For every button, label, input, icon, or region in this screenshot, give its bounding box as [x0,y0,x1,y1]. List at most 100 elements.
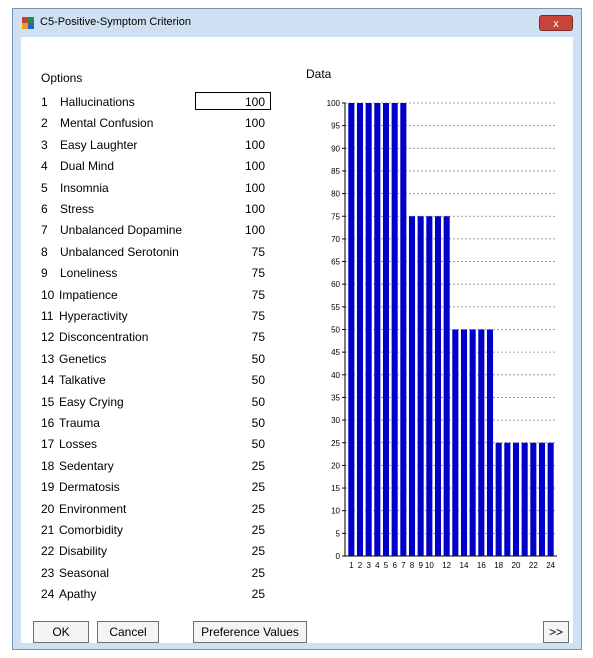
y-tick-label: 45 [331,348,340,357]
option-number: 22 [41,544,55,559]
option-value[interactable]: 75 [251,244,265,259]
option-number: 12 [41,330,55,345]
option-row[interactable]: 14 Talkative [41,373,241,391]
app-icon [22,17,34,29]
x-tick-label: 7 [401,561,406,570]
bar-9 [417,216,424,556]
bar-6 [391,103,398,556]
option-number: 13 [41,351,55,366]
ok-button[interactable]: OK [33,621,89,643]
option-value[interactable]: 100 [244,223,265,238]
option-row[interactable]: 22 Disability [41,544,241,562]
bar-19 [504,442,511,556]
value-input-focused[interactable] [195,92,271,110]
option-row[interactable]: 17 Losses [41,437,241,455]
y-tick-label: 10 [331,507,340,516]
option-label: Insomnia [60,180,109,195]
option-row[interactable]: 6 Stress [41,202,241,220]
option-number: 14 [41,373,55,388]
option-value[interactable]: 50 [251,351,265,366]
option-value[interactable]: 25 [251,458,265,473]
option-value[interactable]: 100 [244,95,265,109]
option-number: 7 [41,223,48,238]
option-label: Unbalanced Serotonin [60,244,179,259]
y-tick-label: 5 [336,529,341,538]
option-value[interactable]: 75 [251,309,265,323]
option-row[interactable]: 21 Comorbidity [41,523,241,541]
option-value[interactable]: 75 [251,266,265,281]
title-bar[interactable]: C5-Positive-Symptom Criterion x [13,9,581,37]
option-value[interactable]: 100 [244,116,265,131]
x-tick-label: 20 [512,561,521,570]
y-tick-label: 40 [331,371,340,380]
x-tick-label: 9 [418,561,423,570]
option-value[interactable]: 100 [244,180,265,195]
option-value[interactable]: 25 [251,523,265,537]
x-tick-label: 24 [546,561,555,570]
option-value[interactable]: 25 [251,544,265,559]
option-value[interactable]: 25 [251,565,265,580]
option-label: Dual Mind [60,159,115,174]
y-tick-label: 25 [331,439,340,448]
option-value[interactable]: 50 [251,373,265,388]
option-label: Impatience [59,287,118,302]
option-value[interactable]: 50 [251,437,265,452]
y-tick-label: 100 [327,99,341,108]
option-row[interactable]: 8 Unbalanced Serotonin [41,245,241,263]
option-label: Hyperactivity [59,309,128,323]
option-number: 10 [41,287,55,302]
option-value[interactable]: 100 [244,159,265,174]
bar-23 [538,442,546,556]
close-button[interactable]: x [539,15,573,31]
option-row[interactable]: 15 Easy Crying [41,395,241,413]
option-row[interactable]: 23 Seasonal [41,566,241,584]
option-row[interactable]: 13 Genetics [41,352,241,370]
option-row[interactable]: 2 Mental Confusion [41,116,241,134]
dialog-content: Options Data 1 Hallucinations 2 Mental Conf… [21,37,573,643]
option-row[interactable]: 16 Trauma [41,416,241,434]
option-value[interactable]: 100 [244,202,265,216]
preference-values-button[interactable]: Preference Values [193,621,307,643]
data-label: Data [306,67,332,81]
option-value[interactable]: 25 [251,501,265,516]
option-label: Comorbidity [59,523,124,537]
option-value[interactable]: 25 [251,480,265,495]
option-number: 23 [41,565,55,580]
bar-10 [426,216,433,556]
next-button[interactable]: >> [543,621,569,643]
option-value[interactable]: 50 [251,416,265,430]
x-tick-label: 1 [349,561,354,570]
bar-22 [530,442,537,556]
option-row[interactable]: 24 Apathy [41,587,241,605]
option-label: Hallucinations [60,95,135,109]
option-number: 6 [41,202,48,216]
cancel-button[interactable]: Cancel [97,621,159,643]
option-label: Loneliness [60,266,118,281]
option-value[interactable]: 75 [251,287,265,302]
option-row[interactable]: 5 Insomnia [41,181,241,199]
option-row[interactable]: 10 Impatience [41,288,241,306]
option-number: 4 [41,159,48,174]
option-label: Easy Laughter [60,137,138,152]
y-tick-label: 15 [331,484,340,493]
option-label: Genetics [59,351,107,366]
option-row[interactable]: 1 Hallucinations [41,95,241,113]
bar-13 [452,329,459,556]
option-row[interactable]: 18 Sedentary [41,459,241,477]
option-row[interactable]: 3 Easy Laughter [41,138,241,156]
option-row[interactable]: 20 Environment [41,502,241,520]
option-value[interactable]: 25 [251,587,265,602]
option-row[interactable]: 4 Dual Mind [41,159,241,177]
bar-20 [512,442,520,556]
option-row[interactable]: 19 Dermatosis [41,480,241,498]
option-value[interactable]: 100 [244,137,265,152]
option-label: Trauma [59,416,100,430]
option-row[interactable]: 9 Loneliness [41,266,241,284]
option-value[interactable]: 50 [251,394,265,409]
option-row[interactable]: 11 Hyperactivity [41,309,241,327]
option-label: Environment [59,501,127,516]
option-value[interactable]: 75 [251,330,265,345]
option-row[interactable]: 12 Disconcentration [41,330,241,348]
option-row[interactable]: 7 Unbalanced Dopamine [41,223,241,241]
x-tick-label: 6 [392,561,397,570]
